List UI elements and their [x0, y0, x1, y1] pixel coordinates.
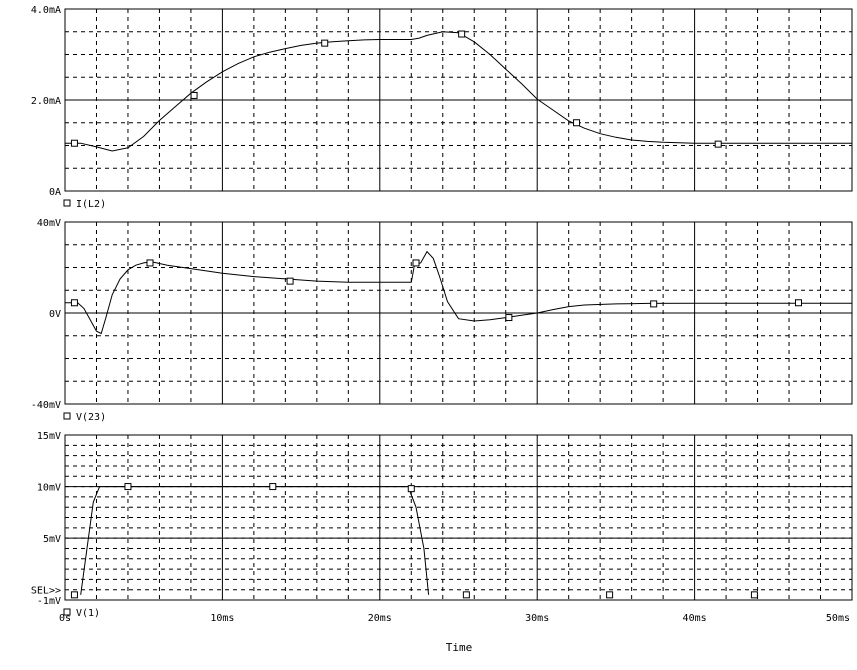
data-point-marker — [286, 277, 294, 285]
series-line — [65, 31, 852, 152]
panel-v23: 40mV 0V -40mV V(23) — [31, 218, 853, 423]
y-tick-label: 10mV — [37, 483, 61, 494]
x-tick-label: 20ms — [368, 613, 392, 624]
data-point-marker — [70, 591, 78, 599]
y-tick-label: 4.0mA — [31, 5, 61, 16]
panel-il2: 4.0mA 2.0mA 0A I(L2) — [31, 5, 853, 210]
panel-v1: 15mV 10mV 5mV -1mV V(1) — [37, 431, 853, 619]
y-tick-label: 15mV — [37, 431, 61, 442]
data-point-marker — [70, 139, 78, 147]
x-tick-label: 40ms — [683, 613, 707, 624]
legend-label[interactable]: V(23) — [76, 412, 106, 423]
data-point-marker — [650, 300, 658, 308]
data-point-marker — [407, 485, 415, 493]
x-tick-label: 10ms — [210, 613, 234, 624]
legend-marker — [63, 199, 71, 207]
data-point-marker — [462, 591, 470, 599]
y-tick-label: 5mV — [43, 534, 61, 545]
data-point-marker — [321, 39, 329, 47]
legend-marker — [63, 608, 71, 616]
selected-plot-indicator[interactable]: SEL>> — [31, 586, 61, 597]
y-tick-label: 40mV — [37, 218, 61, 229]
data-point-marker — [505, 314, 513, 322]
data-point-marker — [146, 259, 154, 267]
x-tick-label: 30ms — [525, 613, 549, 624]
plot-frame — [64, 434, 853, 601]
data-point-marker — [606, 591, 614, 599]
data-point-marker — [750, 591, 758, 599]
y-tick-label: 2.0mA — [31, 96, 61, 107]
legend-marker — [63, 412, 71, 420]
legend-label[interactable]: I(L2) — [76, 199, 106, 210]
data-point-marker — [794, 299, 802, 307]
series-line — [80, 486, 430, 595]
data-point-marker — [412, 259, 420, 267]
data-point-marker — [714, 140, 722, 148]
y-tick-label: -1mV — [37, 596, 61, 607]
y-tick-label: -40mV — [31, 400, 61, 411]
legend-label[interactable]: V(1) — [76, 608, 100, 619]
data-point-marker — [458, 30, 466, 38]
x-tick-label: 50ms — [826, 613, 850, 624]
y-tick-label: 0V — [49, 309, 61, 320]
x-axis-title: Time — [446, 641, 473, 654]
data-point-marker — [70, 299, 78, 307]
plot-frame — [64, 221, 853, 405]
data-point-marker — [573, 119, 581, 127]
y-tick-label: 0A — [49, 187, 61, 198]
data-point-marker — [190, 91, 198, 99]
plot-frame — [64, 8, 853, 192]
data-point-marker — [124, 483, 132, 491]
x-tick-label: 0s — [59, 613, 71, 624]
series-line — [65, 250, 852, 335]
data-point-marker — [269, 483, 277, 491]
